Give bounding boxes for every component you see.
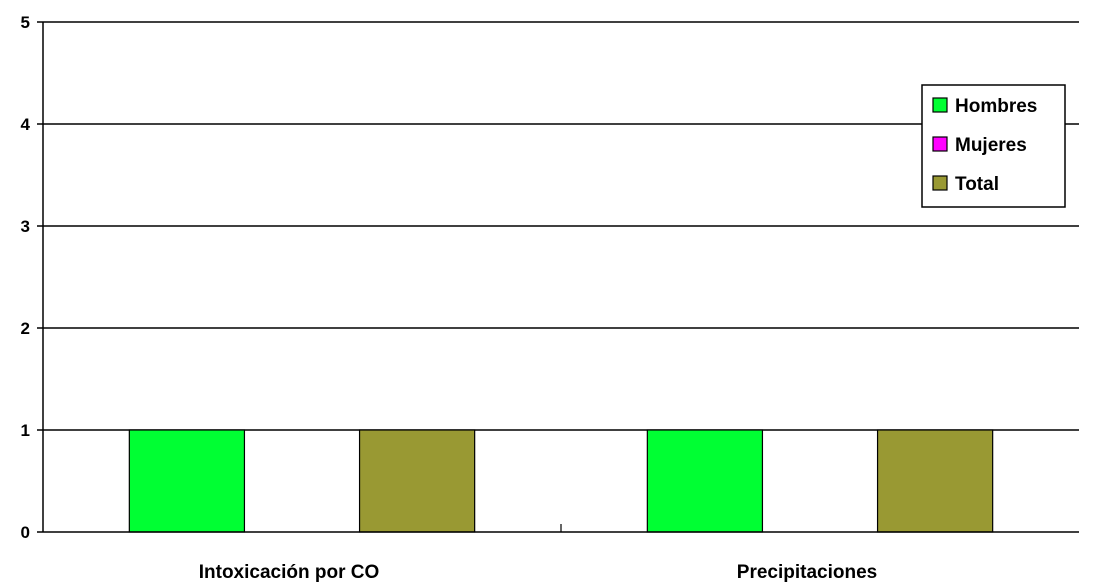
y-tick-label: 0 (21, 523, 30, 542)
legend: Hombres Mujeres Total (921, 84, 1066, 208)
y-tick-labels: 0 1 2 3 4 5 (21, 13, 31, 542)
axes (37, 21, 1079, 533)
y-tick-label: 3 (21, 217, 30, 236)
bar-hombres (128, 429, 246, 533)
bars (128, 429, 994, 533)
bar-hombres (646, 429, 764, 533)
legend-swatch-total (932, 175, 948, 191)
bar-total (876, 429, 994, 533)
y-tick-label: 1 (21, 421, 30, 440)
legend-label-hombres: Hombres (955, 96, 1037, 117)
gridlines (43, 21, 1079, 431)
y-tick-label: 5 (21, 13, 30, 32)
y-tick-label: 2 (21, 319, 30, 338)
legend-swatch-mujeres (932, 136, 948, 152)
legend-label-mujeres: Mujeres (955, 135, 1027, 156)
x-category-label: Precipitaciones (737, 562, 877, 583)
x-category-labels: Intoxicación por CO Precipitaciones (199, 562, 877, 583)
legend-swatch-hombres (932, 97, 948, 113)
y-tick-label: 4 (21, 115, 31, 134)
bar-total (358, 429, 476, 533)
x-category-label: Intoxicación por CO (199, 562, 380, 583)
legend-label-total: Total (955, 174, 999, 195)
